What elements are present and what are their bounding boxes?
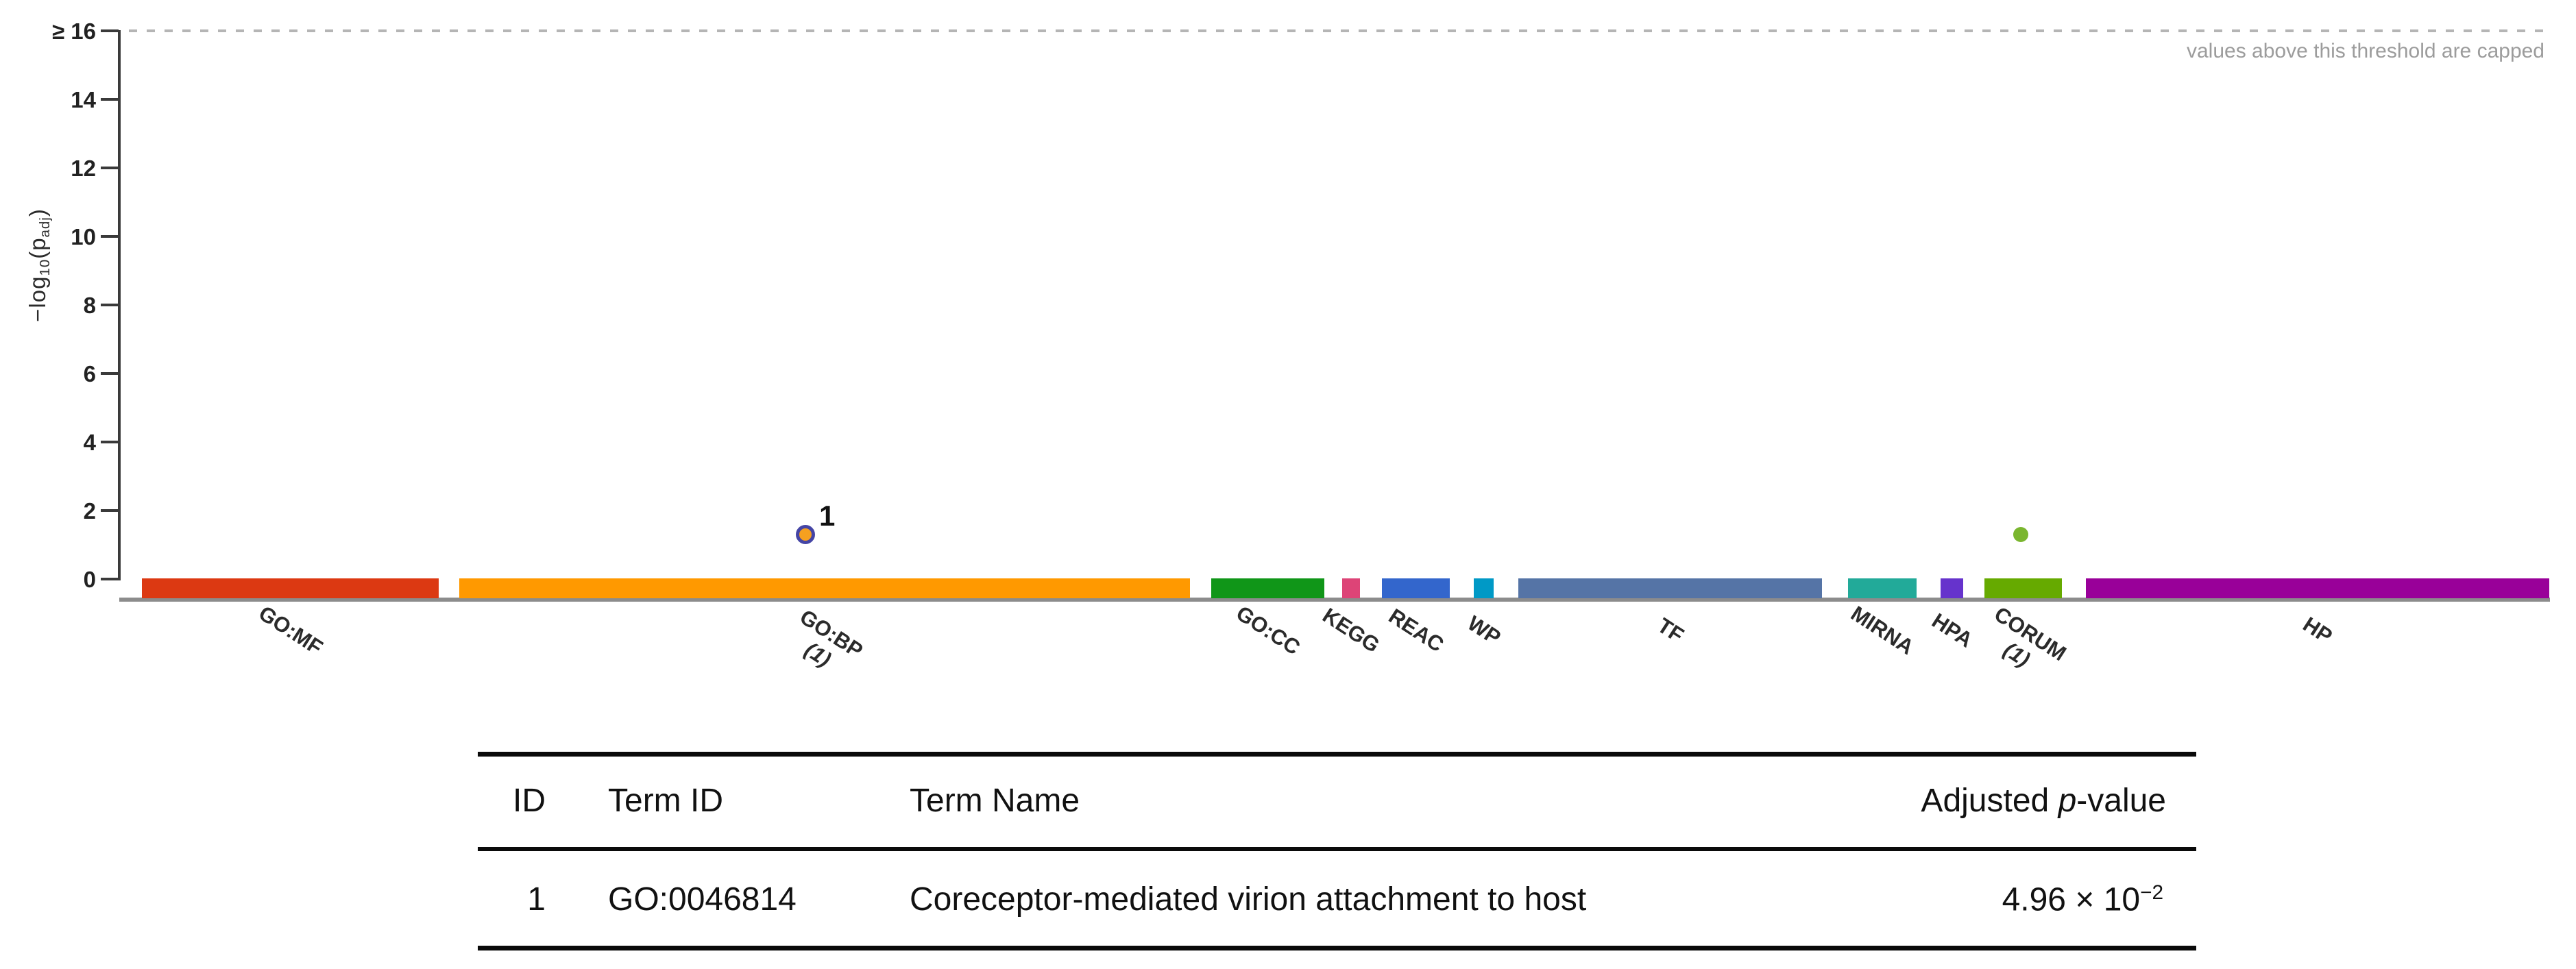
source-label-tf: TF bbox=[1653, 613, 1688, 648]
cap-threshold-note: values above this threshold are capped bbox=[2186, 40, 2544, 62]
y-tick-mark-0 bbox=[101, 578, 119, 580]
y-axis-line bbox=[118, 30, 121, 580]
source-bar-tf bbox=[1518, 578, 1822, 598]
y-tick-label-2: 2 bbox=[83, 498, 96, 524]
source-label-text: GO:MF bbox=[254, 600, 327, 660]
row-term-name: Coreceptor-mediated virion attachment to… bbox=[910, 881, 1587, 918]
source-label-wp: WP bbox=[1463, 611, 1505, 650]
y-axis-title-suffix: ) bbox=[25, 208, 51, 217]
row-id: 1 bbox=[527, 881, 546, 918]
table-header-id: ID bbox=[513, 783, 546, 819]
y-tick-mark-6 bbox=[101, 372, 119, 375]
y-tick-mark-12 bbox=[101, 167, 119, 169]
table-header-term-id: Term ID bbox=[608, 783, 723, 819]
source-label-text: HP bbox=[2298, 612, 2337, 649]
source-label-text: REAC bbox=[1384, 604, 1448, 657]
source-label-mirna: MIRNA bbox=[1847, 601, 1919, 660]
source-bar-go-cc bbox=[1211, 578, 1324, 598]
y-tick-label-16: ≥ 16 bbox=[52, 19, 96, 44]
y-tick-mark-2 bbox=[101, 509, 119, 512]
y-tick-label-8: 8 bbox=[83, 293, 96, 318]
source-bar-mirna bbox=[1848, 578, 1917, 598]
y-tick-label-0: 0 bbox=[83, 567, 96, 592]
adjusted-p-prefix: Adjusted bbox=[1921, 783, 2058, 819]
term-point-1[interactable] bbox=[796, 525, 815, 544]
source-label-go-mf: GO:MF bbox=[254, 600, 327, 660]
p-value-exponent: −2 bbox=[2140, 881, 2163, 904]
source-bar-go-mf bbox=[142, 578, 439, 598]
table-bottom-rule bbox=[478, 946, 2196, 950]
y-tick-label-12: 12 bbox=[71, 156, 96, 181]
table-header-rule bbox=[478, 847, 2196, 851]
source-label-hp: HP bbox=[2298, 612, 2337, 648]
source-label-text: HPA bbox=[1927, 608, 1977, 652]
source-label-corum: CORUM (1) bbox=[1976, 602, 2070, 687]
y-tick-mark-16 bbox=[101, 29, 119, 32]
adjusted-p-italic: p bbox=[2058, 783, 2077, 819]
source-label-text: WP bbox=[1463, 611, 1505, 650]
source-bar-reac bbox=[1382, 578, 1450, 598]
source-label-reac: REAC bbox=[1384, 604, 1448, 657]
source-bar-hpa bbox=[1941, 578, 1963, 598]
y-tick-mark-4 bbox=[101, 441, 119, 443]
y-tick-mark-14 bbox=[101, 98, 119, 101]
y-tick-label-4: 4 bbox=[83, 430, 96, 455]
term-point-corum[interactable] bbox=[2013, 527, 2028, 542]
row-adjusted-p-value: 4.96 × 10−2 bbox=[1755, 881, 2163, 918]
source-label-text: TF bbox=[1653, 613, 1688, 648]
source-bar-wp bbox=[1474, 578, 1494, 598]
table-top-rule bbox=[478, 752, 2196, 757]
y-tick-label-14: 14 bbox=[71, 87, 96, 112]
source-label-text: GO:CC bbox=[1231, 600, 1304, 660]
source-label-hpa: HPA bbox=[1927, 608, 1977, 652]
y-tick-label-6: 6 bbox=[83, 361, 96, 387]
source-bar-hp bbox=[2086, 578, 2549, 598]
cap-threshold-dashed-line bbox=[129, 29, 2544, 32]
source-bar-corum bbox=[1984, 578, 2062, 598]
source-label-text: KEGG bbox=[1318, 603, 1384, 658]
source-label-kegg: KEGG bbox=[1318, 603, 1384, 658]
y-tick-label-10: 10 bbox=[71, 224, 96, 249]
source-label-go-bp: GO:BP (1) bbox=[782, 604, 867, 683]
source-bar-kegg bbox=[1342, 578, 1360, 598]
row-term-id: GO:0046814 bbox=[608, 881, 797, 918]
y-tick-mark-8 bbox=[101, 304, 119, 306]
adjusted-p-suffix: -value bbox=[2076, 783, 2166, 819]
y-axis-title-sub10: 10 bbox=[36, 258, 53, 276]
term-point-label: 1 bbox=[819, 500, 836, 532]
source-label-text: MIRNA bbox=[1847, 601, 1919, 660]
source-label-go-cc: GO:CC bbox=[1231, 601, 1304, 660]
p-value-base: 4.96 × 10 bbox=[2002, 881, 2141, 918]
y-tick-mark-10 bbox=[101, 235, 119, 238]
table-header-term-name: Term Name bbox=[910, 783, 1080, 819]
x-axis-baseline bbox=[119, 598, 2550, 602]
table-header-adjusted-p-value: Adjusted p-value bbox=[1755, 783, 2166, 820]
source-bar-go-bp bbox=[459, 578, 1190, 598]
